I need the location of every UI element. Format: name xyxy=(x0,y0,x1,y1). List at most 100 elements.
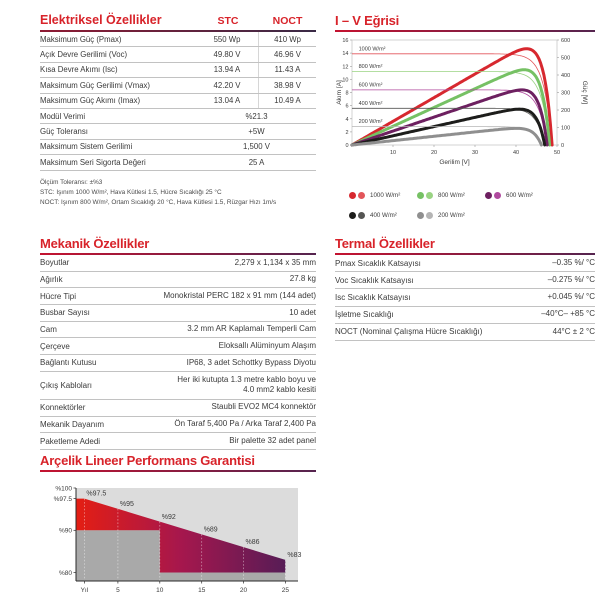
thermal-section: Termal Özellikler Pmax Sıcaklık Katsayıs… xyxy=(335,236,595,341)
svg-text:%92: %92 xyxy=(162,514,176,521)
warranty-section: Arçelik Lineer Performans Garantisi %100… xyxy=(40,453,316,602)
electrical-footnotes: Ölçüm Toleransı: ±%3 STC: Işınım 1000 W/m… xyxy=(40,178,316,209)
legend-entry: 400 W/m² xyxy=(349,211,417,219)
row-label: Kısa Devre Akımı (Isc) xyxy=(40,65,118,75)
svg-text:Yıl: Yıl xyxy=(81,587,89,594)
row-value: 2,279 x 1,134 x 35 mm xyxy=(234,257,316,267)
svg-text:30: 30 xyxy=(472,150,478,156)
footnote-line: NOCT: Işınım 800 W/m², Ortam Sıcaklığı 2… xyxy=(40,199,277,207)
row-label: Modül Verimi xyxy=(40,111,86,121)
table-row: Voc Sıcaklık Katsayısı –0.275 %/ °C xyxy=(335,272,595,290)
svg-text:Akım [A]: Akım [A] xyxy=(336,80,343,105)
row-label: NOCT (Nominal Çalışma Hücre Sıcaklığı) xyxy=(335,327,483,337)
row-value: Monokristal PERC 182 x 91 mm (144 adet) xyxy=(163,291,316,301)
table-row: Çerçeve Eloksallı Alüminyum Alaşım xyxy=(40,338,316,356)
row-label: Çıkış Kabloları xyxy=(40,380,93,390)
svg-text:20: 20 xyxy=(431,150,437,156)
row-label: Maksimum Güç Gerilimi (Vmax) xyxy=(40,80,151,90)
table-row: Maksimum Seri Sigorta Değeri 25 A xyxy=(40,155,316,171)
svg-text:0: 0 xyxy=(345,143,348,149)
table-row: Modül Verimi %21.3 xyxy=(40,109,316,125)
svg-text:12: 12 xyxy=(342,64,348,70)
row-label: Konnektörler xyxy=(40,403,86,413)
legend-label: 600 W/m² xyxy=(506,191,533,199)
svg-text:40: 40 xyxy=(513,150,519,156)
thermal-title: Termal Özellikler xyxy=(335,236,435,251)
table-row: Çıkış Kabloları Her iki kutupta 1.3 metre… xyxy=(40,372,316,400)
legend-dot-icon xyxy=(358,211,365,219)
legend-row: 400 W/m² 200 W/m² xyxy=(349,205,595,225)
table-row: İşletme Sıcaklığı –40°C– +85 °C xyxy=(335,307,595,324)
svg-text:400 W/m²: 400 W/m² xyxy=(359,101,383,107)
svg-text:2: 2 xyxy=(345,130,348,136)
row-value: 3.2 mm AR Kaplamalı Temperli Cam xyxy=(187,324,316,334)
stc-value: 49.80 V xyxy=(213,50,241,60)
svg-text:400: 400 xyxy=(561,73,570,79)
stc-value: 13.04 A xyxy=(213,96,241,106)
table-row: Ağırlık 27.8 kg xyxy=(40,272,316,289)
electrical-col-noct: NOCT xyxy=(272,15,303,27)
table-row: Konnektörler Staubli EVO2 MC4 konnektör xyxy=(40,400,316,417)
table-row: Maksimum Güç Gerilimi (Vmax) 42.20 V 38.98… xyxy=(40,78,316,94)
warranty-chart-title: Arçelik Lineer Performans Garantisi xyxy=(40,453,255,468)
footnote-line: STC: Işınım 1000 W/m², Hava Kütlesi 1.5,… xyxy=(40,188,222,196)
thermal-rows: Pmax Sıcaklık Katsayısı –0.35 %/ °C Voc Sı… xyxy=(335,255,595,341)
mechanical-title: Mekanik Özellikler xyxy=(40,236,150,251)
svg-text:%97.5: %97.5 xyxy=(86,491,106,498)
row-label: Maksimum Sistem Gerilimi xyxy=(40,142,133,152)
legend-dot-icon xyxy=(349,191,356,199)
row-value: Staubli EVO2 MC4 konnektör xyxy=(211,402,317,412)
legend-dot-icon xyxy=(349,211,356,219)
row-label: Maksimum Güç (Pmax) xyxy=(40,34,122,44)
row-label: Maksimum Güç Akımı (Imax) xyxy=(40,96,141,106)
svg-text:10: 10 xyxy=(156,587,164,594)
row-label: İşletme Sıcaklığı xyxy=(335,310,394,320)
svg-text:%86: %86 xyxy=(246,539,260,546)
stc-value: 550 Wp xyxy=(213,34,241,44)
legend-entry: 800 W/m² xyxy=(417,191,485,199)
electrical-section: Elektriksel Özellikler STC NOCT Maksimum… xyxy=(40,13,316,208)
svg-text:15: 15 xyxy=(198,587,206,594)
svg-text:%89: %89 xyxy=(204,527,218,534)
table-row: Maksimum Sistem Gerilimi 1,500 V xyxy=(40,140,316,156)
table-row: Maksimum Güç Akımı (Imax) 13.04 A 10.49 A xyxy=(40,93,316,109)
svg-text:10: 10 xyxy=(390,150,396,156)
svg-text:800 W/m²: 800 W/m² xyxy=(359,64,383,70)
table-row: NOCT (Nominal Çalışma Hücre Sıcaklığı) 44… xyxy=(335,324,595,341)
svg-text:20: 20 xyxy=(240,587,248,594)
row-value: –0.35 %/ °C xyxy=(552,257,595,267)
row-value: +0.045 %/ °C xyxy=(547,292,595,302)
electrical-header-rule xyxy=(40,30,316,32)
table-row: Busbar Sayısı 10 adet xyxy=(40,305,316,322)
table-row: Bağlantı Kutusu IP68, 3 adet Schottky Byp… xyxy=(40,355,316,372)
table-row: Boyutlar 2,279 x 1,134 x 35 mm xyxy=(40,255,316,272)
legend-dot-icon xyxy=(358,191,365,199)
table-row: Mekanik Dayanım Ön Taraf 5,400 Pa / Arka … xyxy=(40,417,316,434)
row-label: Pmax Sıcaklık Katsayısı xyxy=(335,258,421,268)
row-label: Boyutlar xyxy=(40,258,70,268)
row-label: Bağlantı Kutusu xyxy=(40,358,97,368)
table-row: Açık Devre Gerilimi (Voc) 49.80 V 46.96 V xyxy=(40,47,316,63)
svg-text:500: 500 xyxy=(561,56,570,62)
warranty-chart-svg: %100 %97.5 %90 %80 Yıl 5 10 15 20 25 %97.5 %95 %92 %8… xyxy=(54,485,302,594)
svg-text:25: 25 xyxy=(282,587,290,594)
svg-text:Güç [W]: Güç [W] xyxy=(581,81,588,105)
legend-entry: 600 W/m² xyxy=(485,191,553,199)
svg-text:%90: %90 xyxy=(59,528,72,535)
row-value: 44°C ± 2 °C xyxy=(552,326,595,336)
row-value: 25 A xyxy=(248,157,265,167)
iv-title-rule xyxy=(335,30,595,32)
svg-text:0: 0 xyxy=(561,143,564,149)
table-row: Maksimum Güç (Pmax) 550 Wp 410 Wp xyxy=(40,32,316,48)
iv-chart-svg: 1000 W/m² 800 W/m² 600 W/m² 400 W/m² 200 W/m… xyxy=(336,38,588,166)
legend-dot-icon xyxy=(426,191,433,199)
row-label: Busbar Sayısı xyxy=(40,308,90,318)
table-row: Hücre Tipi Monokristal PERC 182 x 91 mm (… xyxy=(40,288,316,306)
iv-chart-title: I – V Eğrisi xyxy=(335,13,400,28)
legend-entry: 1000 W/m² xyxy=(349,191,417,199)
table-row: Isc Sıcaklık Katsayısı +0.045 %/ °C xyxy=(335,289,595,307)
noct-value: 10.49 A xyxy=(258,93,316,108)
electrical-header: Elektriksel Özellikler STC NOCT xyxy=(40,13,316,30)
table-row: Pmax Sıcaklık Katsayısı –0.35 %/ °C xyxy=(335,255,595,273)
iv-chart-legend: 1000 W/m² 800 W/m² 600 W/m² 400 W/m² 200 W/m… xyxy=(335,185,595,225)
